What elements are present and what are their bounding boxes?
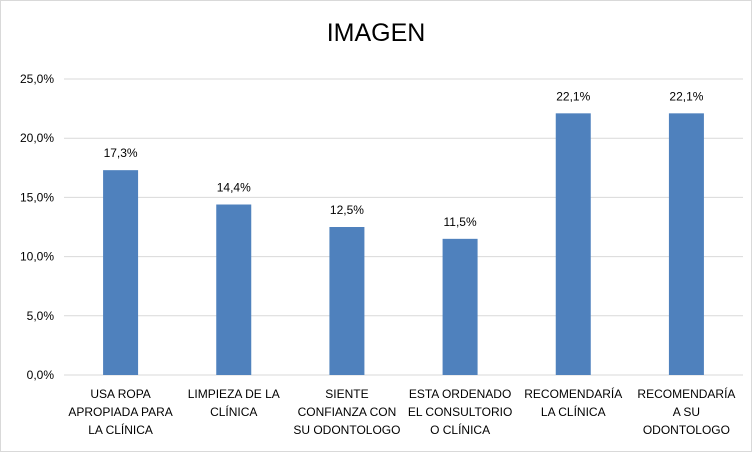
data-label: 22,1% (556, 89, 590, 103)
x-category-label: ODONTOLOGO (643, 423, 730, 437)
bar (329, 227, 365, 375)
x-category-label: LIMPIEZA DE LA (188, 387, 280, 401)
bar (442, 238, 478, 375)
x-category-label: EL CONSULTORIO (408, 405, 512, 419)
y-tick-label: 25,0% (20, 72, 54, 86)
data-label: 12,5% (330, 203, 364, 217)
bar (216, 204, 252, 375)
bar (103, 170, 139, 375)
x-category-label: USA ROPA (90, 387, 150, 401)
y-tick-label: 0,0% (27, 368, 55, 382)
data-label: 14,4% (217, 181, 251, 195)
x-category-label: A SU (673, 405, 700, 419)
x-category-label: APROPIADA PARA (68, 405, 172, 419)
x-category-label: RECOMENDARÍA (637, 386, 735, 401)
bar (555, 113, 591, 375)
x-category-label: RECOMENDARÍA (524, 386, 622, 401)
y-tick-label: 5,0% (27, 309, 55, 323)
y-tick-label: 20,0% (20, 131, 54, 145)
data-label: 22,1% (669, 89, 703, 103)
data-label: 11,5% (444, 215, 477, 229)
y-tick-label: 15,0% (20, 190, 54, 204)
data-label: 17,3% (104, 146, 138, 160)
x-category-label: LA CLÍNICA (541, 404, 606, 419)
x-category-label: ESTA ORDENADO (409, 387, 511, 401)
x-category-label: O CLÍNICA (430, 422, 490, 437)
bar (668, 113, 704, 375)
x-category-label: CONFIANZA CON (298, 405, 397, 419)
x-category-label: CLÍNICA (210, 404, 257, 419)
x-category-label: SIENTE (325, 387, 368, 401)
x-category-label: SU ODONTOLOGO (293, 423, 400, 437)
x-category-label: LA CLÍNICA (88, 422, 153, 437)
y-tick-label: 10,0% (20, 250, 54, 264)
chart-title: IMAGEN (326, 19, 426, 47)
